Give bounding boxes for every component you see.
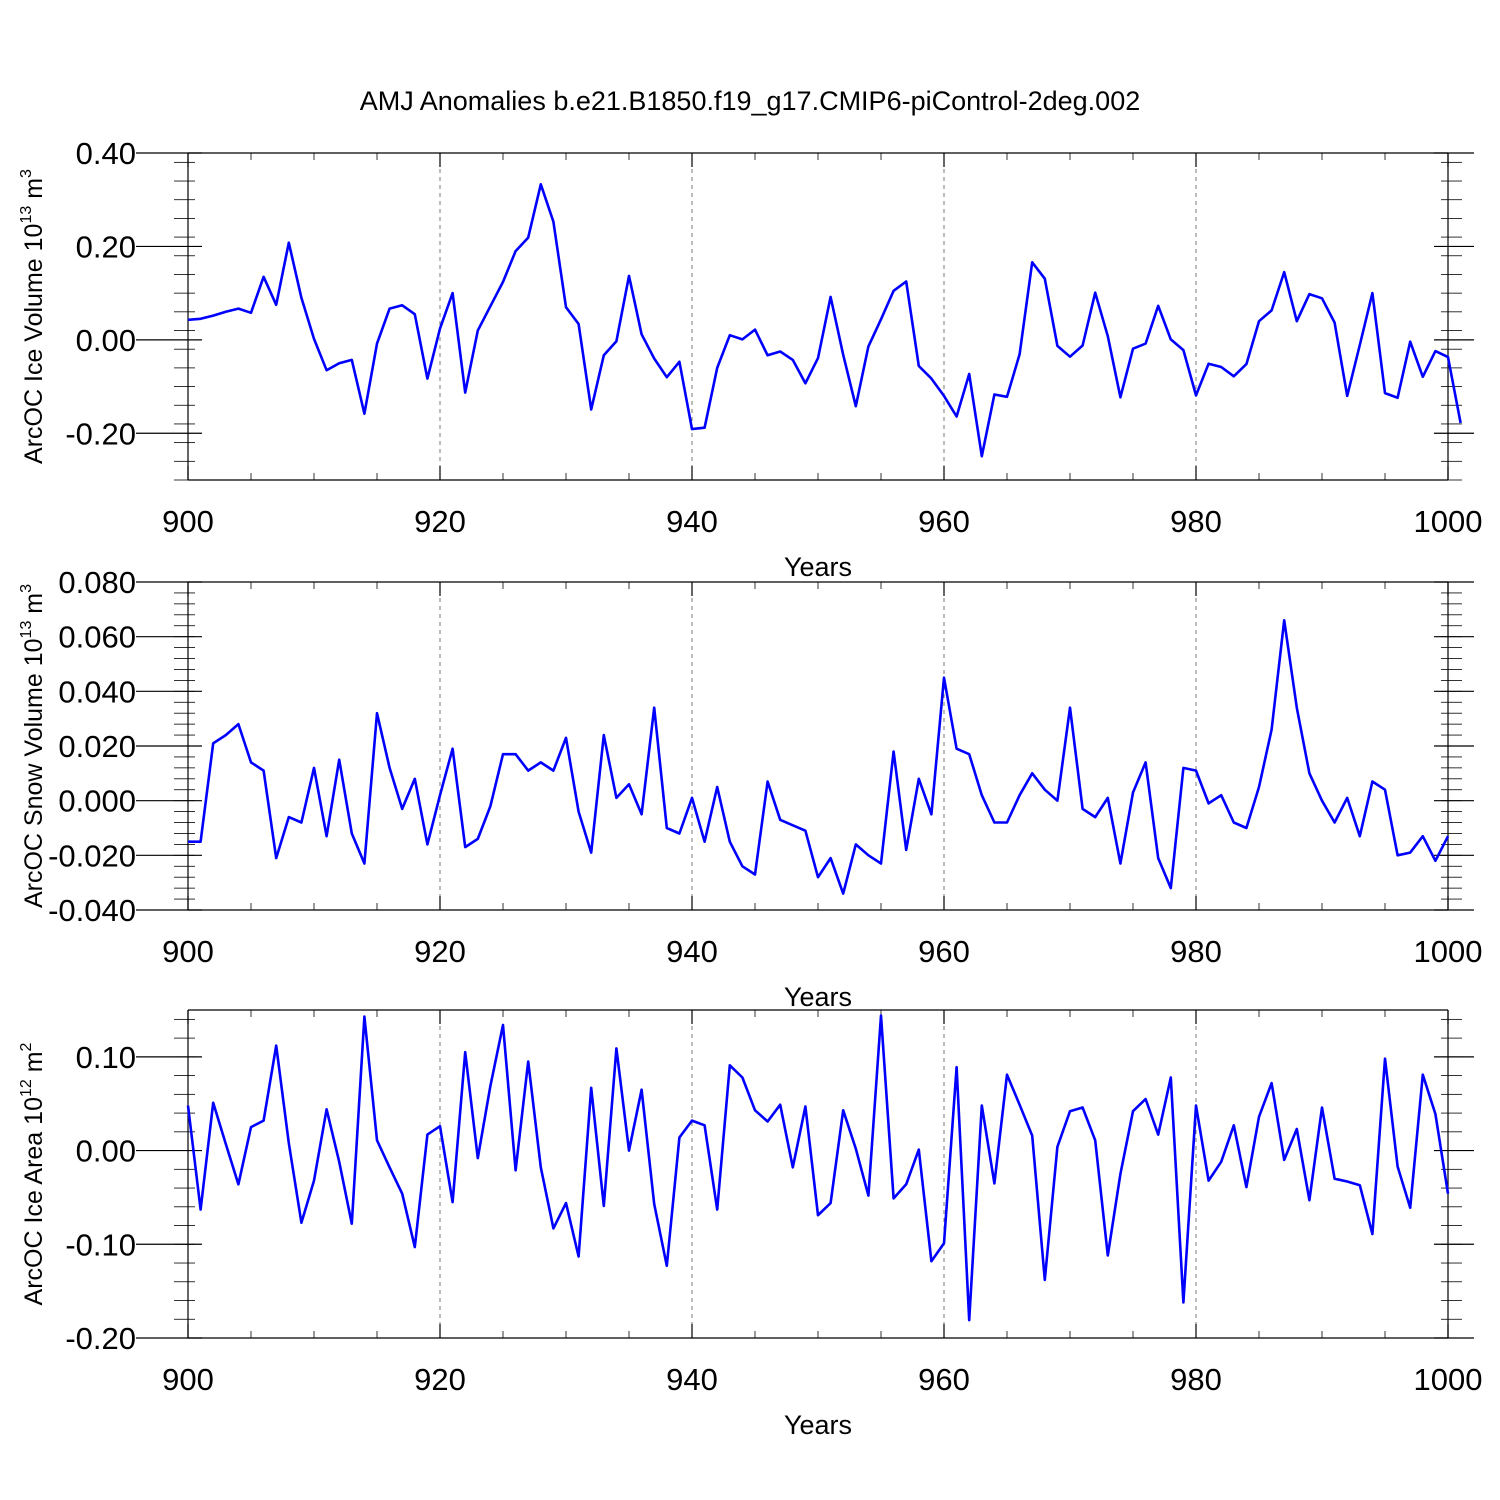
y-tick-label: -0.20	[65, 416, 136, 451]
series-points-2	[187, 620, 1449, 894]
x-tick-label: 1000	[1414, 1362, 1483, 1397]
x-axis-label: Years	[784, 982, 852, 1012]
y-axis-label-unit: m	[20, 1051, 48, 1079]
panel-1: 900 920 940 960 980 1000 -0.20 0.00 0.20 0.40 Year…	[18, 136, 1482, 582]
y-tick-label: -0.10	[65, 1227, 136, 1262]
x-tick-label: 980	[1170, 934, 1222, 969]
panel-2: 900 920 940 960 980 1000 -0.040 -0.020 0.000 0.02…	[18, 565, 1482, 1012]
panel-3: 900 920 940 960 980 1000 -0.20 -0.10 0.00 0.10 Yea…	[18, 1009, 1483, 1440]
y-axis-label-unit-exponent: 3	[18, 169, 35, 178]
y-tick-label: 0.080	[58, 565, 136, 600]
y-axis-label-unit: m	[20, 178, 48, 206]
y-tick-label: 0.040	[58, 674, 136, 709]
y-tick-label: -0.020	[48, 838, 136, 873]
x-tick-label: 980	[1170, 504, 1222, 539]
x-tick-label: 960	[918, 1362, 970, 1397]
x-tick-label: 1000	[1414, 504, 1483, 539]
y-tick-label: 0.10	[76, 1040, 136, 1075]
series-line-3	[186, 1014, 1450, 1322]
panels: 900 920 940 960 980 1000 -0.20 0.00 0.20 0.40 Year…	[18, 136, 1482, 1440]
y-axis-label-exponent: 13	[18, 206, 35, 224]
x-tick-label: 1000	[1414, 934, 1483, 969]
series-points-1	[187, 184, 1461, 457]
x-tick-label: 920	[414, 934, 466, 969]
y-axis-label-text: ArcOC Ice Volume 10	[20, 224, 48, 464]
y-tick-label: -0.20	[65, 1321, 136, 1356]
x-tick-label: 940	[666, 504, 718, 539]
x-axis-label: Years	[784, 552, 852, 582]
series-line-1	[187, 183, 1462, 458]
x-tick-label: 960	[918, 934, 970, 969]
x-tick-label: 900	[162, 1362, 214, 1397]
y-tick-label: -0.040	[48, 893, 136, 928]
y-axis-label: ArcOC Ice Volume 1013 m3	[18, 169, 48, 464]
y-axis-label-unit: m	[20, 593, 48, 621]
series-points-3	[187, 1015, 1449, 1321]
x-tick-label: 900	[162, 504, 214, 539]
x-tick-label: 920	[414, 504, 466, 539]
y-axis-label-unit-exponent: 3	[18, 584, 35, 593]
x-tick-label: 940	[666, 1362, 718, 1397]
x-axis-label: Years	[784, 1410, 852, 1440]
figure-title: AMJ Anomalies b.e21.B1850.f19_g17.CMIP6-…	[360, 86, 1140, 116]
y-tick-label: 0.40	[76, 136, 136, 171]
y-tick-label: 0.060	[58, 620, 136, 655]
x-tick-label: 960	[918, 504, 970, 539]
y-tick-label: 0.00	[76, 1134, 136, 1169]
y-axis-label: ArcOC Snow Volume 1013 m3	[18, 584, 48, 908]
y-axis-label-exponent: 13	[18, 621, 35, 639]
y-axis-label-unit-exponent: 2	[18, 1042, 35, 1051]
y-axis-label-text: ArcOC Ice Area 10	[20, 1097, 48, 1305]
x-tick-label: 920	[414, 1362, 466, 1397]
x-tick-label: 980	[1170, 1362, 1222, 1397]
y-tick-label: 0.20	[76, 229, 136, 264]
x-tick-label: 900	[162, 934, 214, 969]
x-tick-label: 940	[666, 934, 718, 969]
y-tick-label: 0.00	[76, 323, 136, 358]
y-axis-label-text: ArcOC Snow Volume 10	[20, 638, 48, 908]
y-axis-label-exponent: 12	[18, 1079, 35, 1097]
y-axis-label: ArcOC Ice Area 1012 m2	[18, 1042, 48, 1305]
y-tick-label: 0.020	[58, 729, 136, 764]
y-tick-label: 0.000	[58, 784, 136, 819]
